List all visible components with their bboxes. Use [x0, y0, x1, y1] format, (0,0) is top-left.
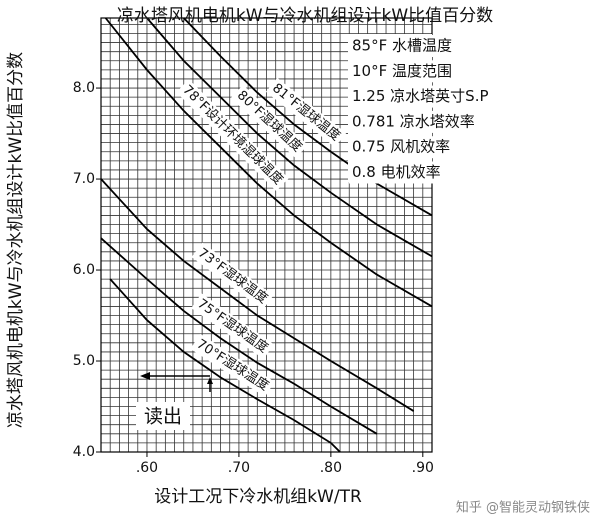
- curve: [100, 178, 415, 412]
- condition-bg: [349, 85, 492, 108]
- x-axis-label: 设计工况下冷水机组kW/TR: [154, 487, 362, 507]
- annotation: 读出: [144, 406, 182, 428]
- y-tick-label: 4.0: [73, 444, 95, 460]
- condition: 0.8 电机效率: [352, 163, 441, 181]
- curve-label-bg: [191, 293, 274, 360]
- y-tick-label: 8.0: [73, 80, 95, 96]
- curve-label-bg: [265, 77, 347, 148]
- condition-bg: [349, 35, 455, 57]
- x-tick-label: .80: [320, 460, 342, 476]
- condition: 10°F 温度范围: [352, 62, 452, 80]
- y-tick-label: 6.0: [73, 262, 95, 278]
- up-arrowhead: [207, 377, 213, 384]
- condition-bg: [349, 60, 455, 83]
- curve: [104, 17, 433, 308]
- condition-bg: [349, 161, 444, 184]
- read-arrowhead: [140, 372, 150, 380]
- y-tick-label: 7.0: [73, 171, 95, 187]
- condition: 0.781 凉水塔效率: [352, 112, 475, 130]
- curve: [109, 278, 341, 453]
- annotation-box: [136, 402, 190, 430]
- curve: [183, 17, 433, 217]
- y-axis-label: 凉水塔风机电机kW与冷水机组设计kW比值百分数: [6, 52, 26, 428]
- chart-title: 凉水塔风机电机kW与冷水机组设计kW比值百分数: [117, 6, 493, 26]
- condition: 1.25 凉水塔英寸S.P: [352, 87, 489, 105]
- x-tick-label: .60: [136, 460, 158, 476]
- curve-label-bg: [230, 84, 308, 159]
- plot-frame: [100, 17, 433, 453]
- curve-label-bg: [191, 242, 274, 310]
- condition: 0.75 风机效率: [352, 138, 450, 156]
- condition: 85°F 水槽温度: [352, 37, 452, 55]
- y-tick-label: 5.0: [73, 353, 95, 369]
- curve: [146, 17, 433, 258]
- curve-label-bg: [176, 79, 289, 192]
- curve: [100, 237, 378, 435]
- curve-label-bg: [190, 333, 275, 397]
- x-tick-label: .90: [412, 460, 434, 476]
- x-tick-label: .70: [228, 460, 250, 476]
- condition-bg: [349, 136, 454, 159]
- conditions: 85°F 水槽温度 10°F 温度范围 1.25 凉水塔英寸S.P 0.781 凉水塔…: [348, 34, 492, 184]
- condition-bg: [349, 110, 478, 133]
- watermark: 知乎 @智能灵动钢铁侠: [456, 500, 590, 516]
